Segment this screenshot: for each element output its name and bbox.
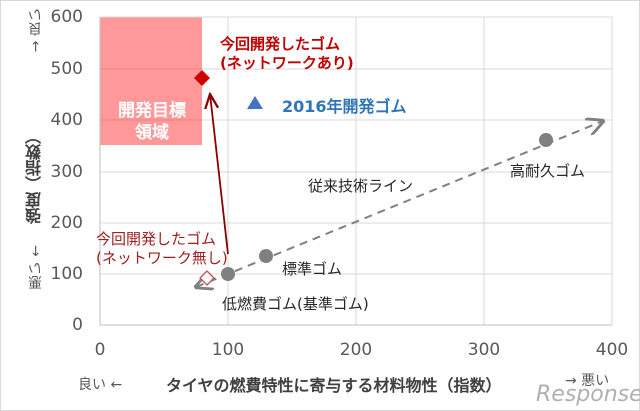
- x-tick-0: 0: [94, 340, 106, 360]
- y-axis-bad-label: 悪い ←: [28, 245, 44, 290]
- x-tick-400: 400: [595, 340, 629, 360]
- y-tick-0: 0: [72, 315, 83, 335]
- point-new-rubber-no-network-diamond: [199, 270, 215, 286]
- y-tick-600: 600: [50, 7, 83, 27]
- label-new-rubber-network-line2: (ネットワークあり): [220, 54, 354, 72]
- x-axis-bad-label: → 悪い: [565, 373, 610, 389]
- axes: [99, 17, 612, 326]
- target-region-grid: [100, 68, 202, 121]
- y-tick-200: 200: [50, 213, 83, 233]
- point-standard-rubber: [259, 249, 273, 263]
- y-tick-500: 500: [50, 59, 83, 79]
- target-region-label-line1: 開発目標: [118, 101, 186, 121]
- label-new-rubber-network-line1: 今回開発したゴム: [220, 35, 341, 53]
- x-axis-good-label: 良い ←: [78, 377, 123, 393]
- label-new-rubber-network: 今回開発したゴム (ネットワークあり): [220, 35, 354, 73]
- y-tick-100: 100: [50, 264, 83, 284]
- label-low-fuel: 低燃費ゴム(基準ゴム): [222, 295, 369, 313]
- label-new-rubber-no-network-line1: 今回開発したゴム: [96, 230, 217, 248]
- label-conventional-line: 従来技術ライン: [308, 177, 414, 195]
- y-tick-300: 300: [50, 162, 83, 182]
- target-region: [100, 17, 202, 145]
- x-tick-200: 200: [339, 340, 373, 360]
- x-tick-300: 300: [467, 340, 501, 360]
- target-region-label-line2: 領域: [135, 123, 169, 143]
- response-watermark: Response.: [536, 382, 640, 407]
- x-axis-title: タイヤの燃費特性に寄与する材料物性（指数）: [166, 376, 502, 395]
- conventional-trend-line: [196, 121, 603, 287]
- point-2016-rubber-triangle: [247, 96, 263, 109]
- target-region-label: 開発目標 領域: [112, 100, 192, 144]
- label-2016-rubber: 2016年開発ゴム: [282, 97, 407, 116]
- label-new-rubber-no-network: 今回開発したゴム (ネットワーク無し): [96, 230, 228, 268]
- point-high-durability-rubber: [539, 133, 553, 147]
- point-new-rubber-network-diamond: [194, 70, 210, 86]
- x-tick-100: 100: [211, 340, 245, 360]
- point-low-fuel-rubber: [221, 267, 235, 281]
- y-axis-good-label: → 良い: [28, 8, 44, 53]
- label-new-rubber-no-network-line2: (ネットワーク無し): [96, 249, 228, 267]
- label-standard: 標準ゴム: [282, 260, 343, 278]
- improvement-arrow: [210, 94, 229, 255]
- y-axis-title: 強度（指数）: [25, 128, 44, 224]
- y-tick-400: 400: [50, 110, 83, 130]
- label-high-durability: 高耐久ゴム: [510, 162, 586, 180]
